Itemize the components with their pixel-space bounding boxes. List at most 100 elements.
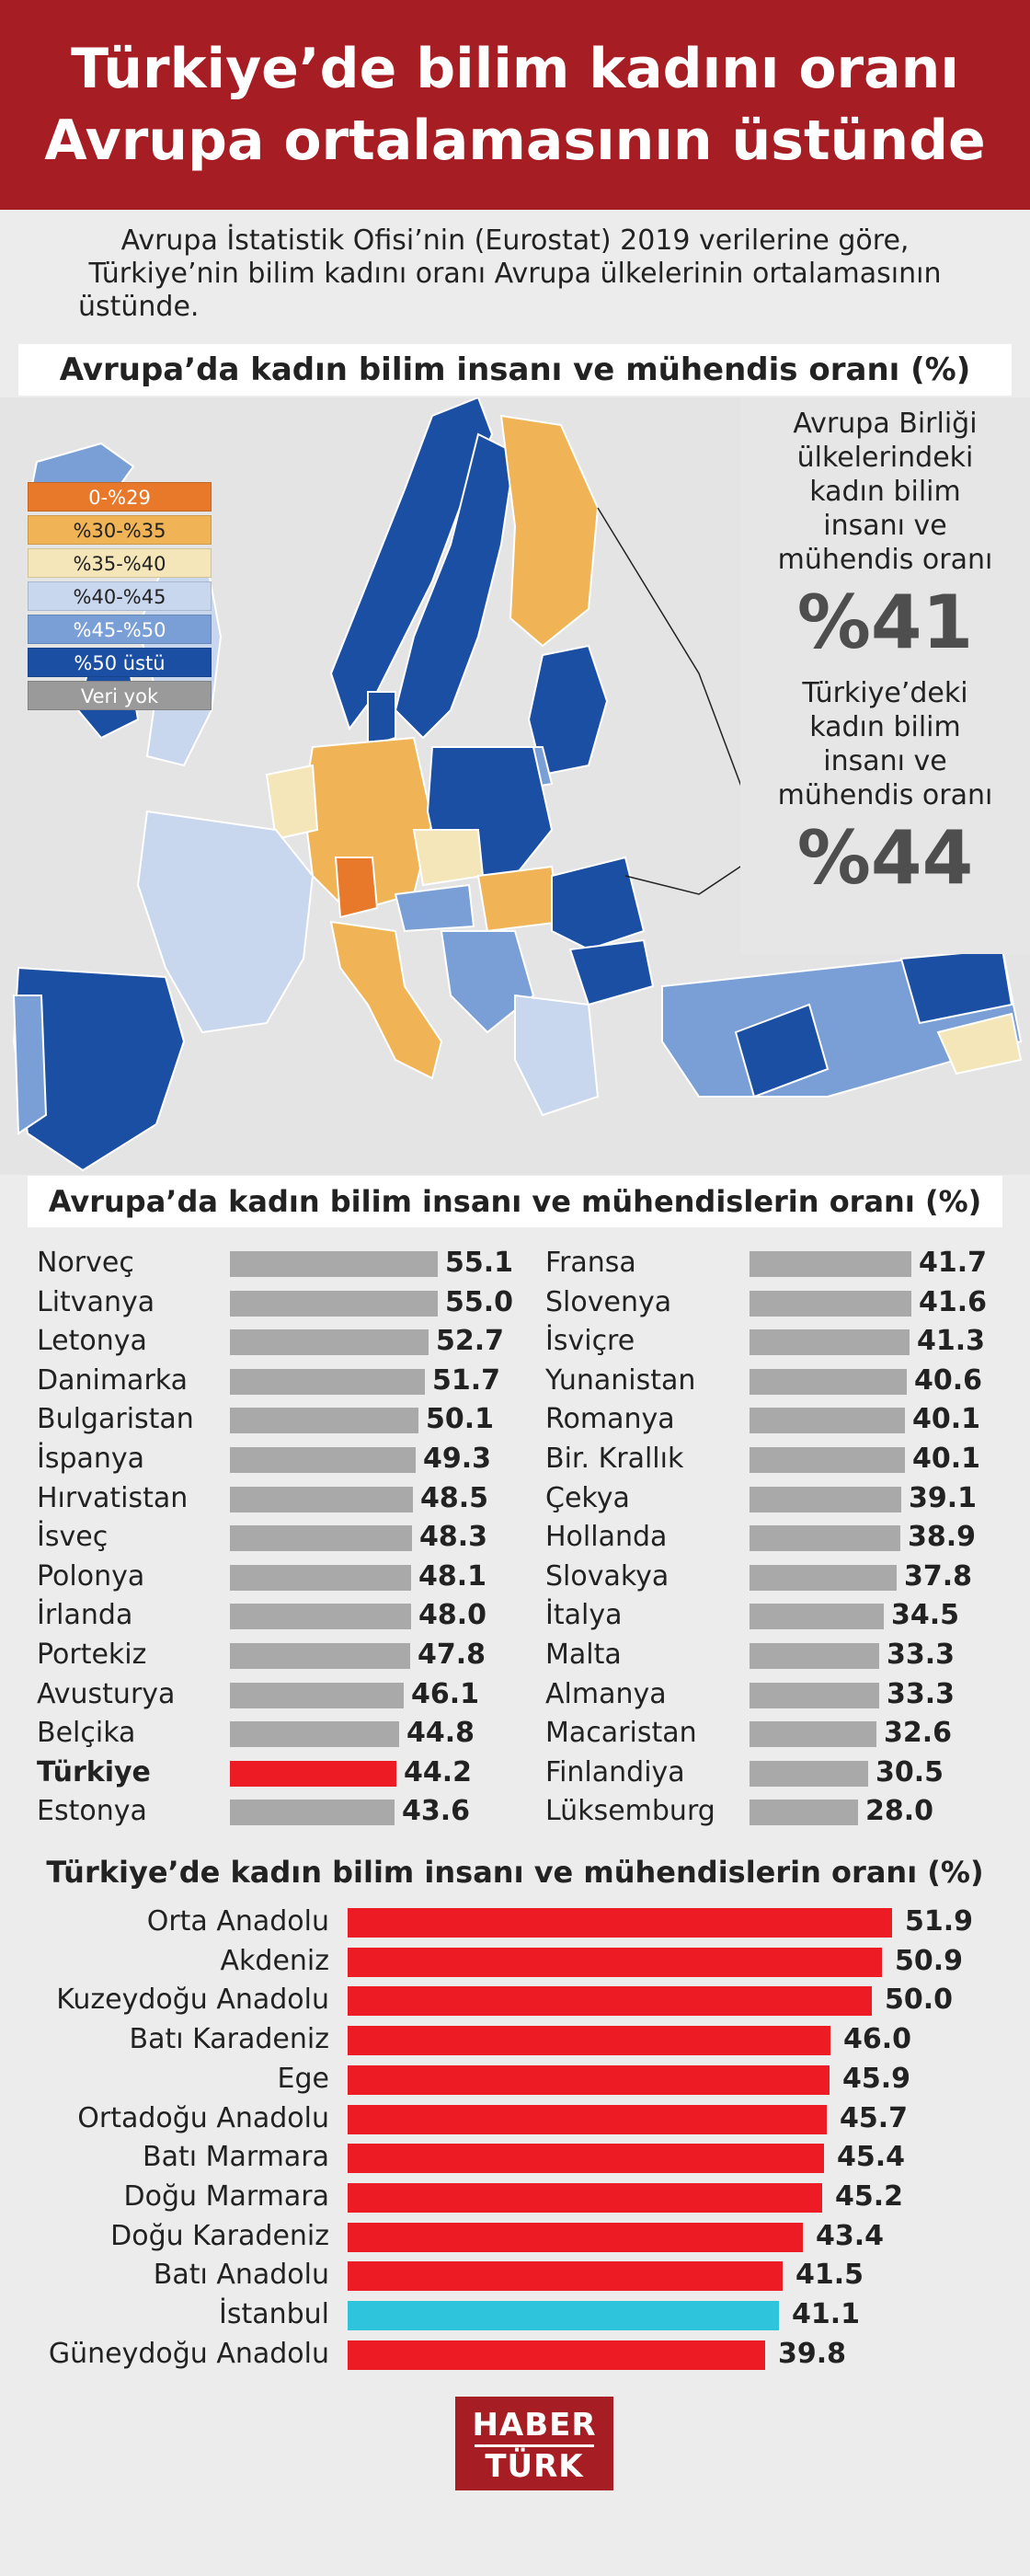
country-bar — [750, 1368, 907, 1395]
tr-stat-line: Türkiye’deki — [802, 677, 968, 709]
europe-bar-row: Danimarka 51.7 — [37, 1362, 515, 1400]
region-bar-row: Ortadoğu Anadolu 45.7 — [0, 2099, 1030, 2138]
country-value: 41.3 — [917, 1325, 986, 1358]
tr-stat-line: kadın bilim — [809, 711, 961, 743]
country-label: İsviçre — [545, 1325, 635, 1358]
country-value: 55.0 — [445, 1285, 514, 1318]
europe-bar-row: Belçika 44.8 — [37, 1714, 515, 1753]
europe-bar-row: Finlandiya 30.5 — [545, 1754, 1024, 1792]
logo-line-2: TÜRK — [485, 2448, 584, 2485]
country-label: Estonya — [37, 1795, 147, 1828]
region-label: Kuzeydoğu Anadolu — [56, 1984, 329, 2017]
europe-bar-row: Estonya 43.6 — [37, 1792, 515, 1831]
country-bar — [230, 1564, 411, 1591]
europe-map-panel: 0-%29 %30-%35 %35-%40 %40-%45 %45-%50 %5… — [0, 397, 1030, 1175]
tr-stat-value: %44 — [796, 815, 974, 901]
country-label: Bulgaristan — [37, 1403, 194, 1436]
europe-bar-row: Hollanda 38.9 — [545, 1518, 1024, 1557]
intro-line-2: Türkiye’nin bilim kadını oranı Avrupa ül… — [88, 258, 942, 290]
country-label: Malta — [545, 1639, 622, 1671]
europe-bar-row: İsveç 48.3 — [37, 1518, 515, 1557]
region-value: 43.4 — [816, 2219, 885, 2252]
europe-bar-row: İspanya 49.3 — [37, 1440, 515, 1478]
europe-bar-row: Hırvatistan 48.5 — [37, 1479, 515, 1518]
country-value: 48.0 — [418, 1599, 487, 1632]
logo-line-1: HABER — [472, 2407, 597, 2444]
region-value: 41.1 — [792, 2298, 861, 2330]
country-value: 44.8 — [406, 1717, 475, 1750]
region-value: 50.0 — [885, 1984, 954, 2017]
country-label: Türkiye — [37, 1755, 151, 1788]
region-bar — [348, 2222, 803, 2252]
country-value: 43.6 — [402, 1795, 471, 1828]
country-value: 40.1 — [912, 1403, 981, 1436]
country-label: Danimarka — [37, 1363, 189, 1397]
country-value: 41.6 — [919, 1285, 988, 1318]
region-label: Batı Anadolu — [153, 2259, 329, 2292]
europe-bar-row: Polonya 48.1 — [37, 1558, 515, 1596]
region-label: Doğu Karadeniz — [110, 2219, 329, 2252]
country-label: Bir. Krallık — [545, 1443, 684, 1475]
country-value: 40.1 — [912, 1443, 981, 1475]
country-bar — [230, 1486, 413, 1512]
country-value: 37.8 — [904, 1559, 973, 1593]
europe-bar-row: Letonya 52.7 — [37, 1322, 515, 1361]
country-label: Macaristan — [545, 1717, 697, 1750]
region-bar-row: Batı Karadeniz 46.0 — [0, 2020, 1030, 2059]
country-bar — [750, 1682, 879, 1708]
country-value: 51.7 — [432, 1363, 501, 1397]
region-value: 41.5 — [795, 2259, 864, 2292]
country-bar — [230, 1408, 418, 1434]
legend-item: %30-%35 — [28, 515, 212, 545]
country-label: Finlandiya — [545, 1755, 685, 1788]
region-value: 45.4 — [837, 2141, 906, 2174]
region-value: 45.7 — [840, 2101, 909, 2134]
country-bar — [750, 1760, 868, 1787]
region-bar-row: Kuzeydoğu Anadolu 50.0 — [0, 1981, 1030, 2019]
country-value: 47.8 — [418, 1639, 486, 1671]
region-bar-row: Orta Anadolu 51.9 — [0, 1903, 1030, 1941]
country-value: 30.5 — [876, 1755, 944, 1788]
legend-item: 0-%29 — [28, 482, 212, 512]
region-bar-row: Güneydoğu Anadolu 39.8 — [0, 2335, 1030, 2374]
region-bar — [348, 2340, 765, 2370]
country-label: Yunanistan — [545, 1363, 696, 1397]
country-bar — [750, 1604, 884, 1630]
region-bar — [348, 2144, 824, 2174]
country-bar — [750, 1329, 910, 1356]
country-bar — [750, 1290, 911, 1317]
country-bar — [750, 1564, 897, 1591]
region-bar-row: Doğu Marmara 45.2 — [0, 2178, 1030, 2216]
map-legend: 0-%29 %30-%35 %35-%40 %40-%45 %45-%50 %5… — [28, 482, 212, 714]
europe-bar-row: İtalya 34.5 — [545, 1596, 1024, 1635]
country-label: Almanya — [545, 1677, 667, 1710]
tr-stat-line: insanı ve — [823, 745, 947, 777]
eu-stat-line: ülkelerindeki — [796, 442, 974, 474]
country-value: 48.5 — [420, 1481, 489, 1514]
region-label: Doğu Marmara — [123, 2179, 329, 2213]
country-bar — [750, 1447, 905, 1473]
country-value: 46.1 — [411, 1677, 480, 1710]
europe-bar-row: Portekiz 47.8 — [37, 1636, 515, 1674]
region-bar-row: İstanbul 41.1 — [0, 2295, 1030, 2334]
region-bar-row: Doğu Karadeniz 43.4 — [0, 2217, 1030, 2256]
europe-bar-row: Bulgaristan 50.1 — [37, 1400, 515, 1439]
region-bar-row: Batı Anadolu 41.5 — [0, 2256, 1030, 2294]
europe-bar-row: Malta 33.3 — [545, 1636, 1024, 1674]
region-label: Batı Karadeniz — [129, 2023, 329, 2056]
country-bar — [230, 1251, 438, 1277]
europe-bar-row: Bir. Krallık 40.1 — [545, 1440, 1024, 1478]
country-value: 33.3 — [887, 1639, 956, 1671]
country-value: 40.6 — [914, 1363, 983, 1397]
country-bar — [750, 1800, 858, 1826]
country-bar — [230, 1447, 416, 1473]
country-value: 44.2 — [404, 1755, 473, 1788]
country-label: Hollanda — [545, 1521, 668, 1554]
country-value: 49.3 — [423, 1443, 492, 1475]
country-bar — [750, 1251, 911, 1277]
country-label: İspanya — [37, 1443, 145, 1475]
country-value: 41.7 — [919, 1247, 988, 1279]
header-banner: Türkiye’de bilim kadını oranı Avrupa ort… — [0, 0, 1030, 210]
intro-line-3: üstünde. — [78, 291, 200, 323]
region-label: Batı Marmara — [143, 2141, 329, 2174]
